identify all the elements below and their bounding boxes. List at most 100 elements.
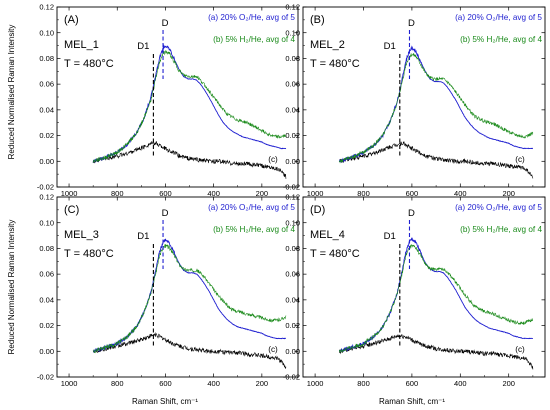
- x-tick-label: 600: [406, 189, 419, 198]
- y-tick-label: 0.12: [285, 193, 300, 202]
- series-line-c: [339, 140, 534, 179]
- y-tick-label: 0.08: [285, 54, 300, 63]
- series-line-b: [92, 244, 287, 354]
- d1-band-label: D1: [137, 231, 149, 242]
- series-line-b: [92, 50, 287, 163]
- legend-entry-a: (a) 20% O₂/He, avg of 5: [455, 13, 542, 22]
- plot-frame: [56, 196, 299, 378]
- y-tick-label: 0.06: [285, 270, 300, 279]
- d1-band-label: D1: [384, 231, 396, 242]
- y-tick-label: 0.08: [285, 244, 300, 253]
- series-line-c: [339, 334, 534, 370]
- y-tick-label: 0.04: [285, 295, 300, 304]
- plot-frame: [56, 6, 299, 188]
- y-tick-label: 0.02: [39, 321, 54, 330]
- plot-area: [92, 238, 287, 369]
- x-tick-label: 800: [111, 189, 124, 198]
- sample-name: MEL_1: [64, 39, 99, 51]
- series-c-label: (c): [515, 345, 525, 354]
- panel-label: (A): [64, 14, 79, 26]
- x-tick-label: 800: [111, 379, 124, 388]
- plot-area: [92, 44, 287, 179]
- temperature-label: T = 480°C: [64, 58, 114, 70]
- chart-panel: -0.02 0.00 0.02 0.04 0.06 0.08 0.10 0.12 1000 800…: [283, 3, 546, 198]
- series-c-label: (c): [268, 345, 278, 354]
- y-tick-label: 0.00: [285, 347, 300, 356]
- y-axis-label-top: Reduced Normalised Raman Intensity: [7, 25, 16, 160]
- y-tick-label: -0.02: [283, 373, 300, 382]
- legend-entry-b: (b) 5% H₂/He, avg of 4: [460, 35, 542, 44]
- y-tick-label: 0.12: [39, 3, 54, 12]
- y-tick-label: 0.04: [39, 105, 54, 114]
- chart-panel: -0.02 0.00 0.02 0.04 0.06 0.08 0.10 0.12 1000 800…: [283, 193, 546, 388]
- y-tick-label: 0.12: [285, 3, 300, 12]
- x-tick-label: 600: [406, 379, 419, 388]
- legend-entry-a: (a) 20% O₂/He, avg of 5: [208, 13, 295, 22]
- x-tick-label: 200: [502, 379, 515, 388]
- d-band-label: D: [408, 18, 415, 29]
- sample-name: MEL_4: [310, 229, 345, 241]
- y-tick-label: 0.02: [285, 321, 300, 330]
- x-tick-label: 600: [159, 189, 172, 198]
- x-tick-label: 400: [454, 379, 467, 388]
- y-tick-label: 0.06: [39, 270, 54, 279]
- y-tick-label: 0.02: [39, 131, 54, 140]
- x-tick-label: 400: [454, 189, 467, 198]
- legend-entry-a: (a) 20% O₂/He, avg of 5: [208, 203, 295, 212]
- panel-label: (D): [310, 204, 325, 216]
- temperature-label: T = 480°C: [64, 248, 114, 260]
- legend-entry-b: (b) 5% H₂/He, avg of 4: [213, 35, 295, 44]
- y-tick-label: 0.04: [39, 295, 54, 304]
- d1-band-label: D1: [137, 41, 149, 52]
- series-line-a: [92, 44, 287, 164]
- y-tick-label: -0.02: [283, 183, 300, 192]
- sample-name: MEL_2: [310, 39, 345, 51]
- series-c-label: (c): [268, 155, 278, 164]
- y-tick-label: 0.06: [285, 80, 300, 89]
- y-tick-label: 0.00: [285, 157, 300, 166]
- plot-area: [338, 45, 534, 179]
- y-tick-label: 0.04: [285, 105, 300, 114]
- sample-name: MEL_3: [64, 229, 99, 241]
- y-tick-label: 0.10: [39, 28, 54, 37]
- series-line-a: [338, 237, 534, 353]
- x-tick-label: 800: [357, 189, 370, 198]
- d-band-label: D: [162, 18, 169, 29]
- x-tick-label: 400: [207, 379, 220, 388]
- plot-area: [338, 237, 534, 370]
- y-tick-label: 0.02: [285, 131, 300, 140]
- x-axis-label-left: Raman Shift, cm⁻¹: [132, 397, 198, 406]
- series-line-b: [339, 244, 534, 354]
- y-tick-label: 0.10: [39, 218, 54, 227]
- y-axis-label-bottom: Reduced Normalised Raman Intensity: [7, 220, 16, 355]
- x-axis-label-right: Raman Shift, cm⁻¹: [379, 397, 445, 406]
- y-tick-label: 0.00: [39, 157, 54, 166]
- y-tick-label: -0.02: [37, 183, 54, 192]
- temperature-label: T = 480°C: [310, 248, 360, 260]
- d-band-label: D: [162, 208, 169, 219]
- d1-band-label: D1: [384, 41, 396, 52]
- x-tick-label: 200: [256, 189, 269, 198]
- d-band-label: D: [408, 208, 415, 219]
- panel-label: (C): [64, 204, 79, 216]
- y-tick-label: 0.06: [39, 80, 54, 89]
- chart-panel: -0.02 0.00 0.02 0.04 0.06 0.08 0.10 0.12 1000 800…: [37, 3, 299, 198]
- x-tick-label: 600: [159, 379, 172, 388]
- y-tick-label: 0.10: [285, 218, 300, 227]
- legend-entry-a: (a) 20% O₂/He, avg of 5: [455, 203, 542, 212]
- y-tick-label: 0.08: [39, 244, 54, 253]
- plot-frame: [302, 196, 546, 378]
- x-tick-label: 200: [256, 379, 269, 388]
- series-line-b: [339, 53, 534, 164]
- y-tick-label: -0.02: [37, 373, 54, 382]
- series-c-label: (c): [515, 155, 525, 164]
- plot-frame: [302, 6, 546, 188]
- x-tick-label: 1000: [307, 189, 324, 198]
- x-tick-label: 1000: [61, 379, 78, 388]
- series-line-c: [92, 140, 287, 179]
- legend-entry-b: (b) 5% H₂/He, avg of 4: [213, 225, 295, 234]
- y-tick-label: 0.08: [39, 54, 54, 63]
- temperature-label: T = 480°C: [310, 58, 360, 70]
- y-tick-label: 0.12: [39, 193, 54, 202]
